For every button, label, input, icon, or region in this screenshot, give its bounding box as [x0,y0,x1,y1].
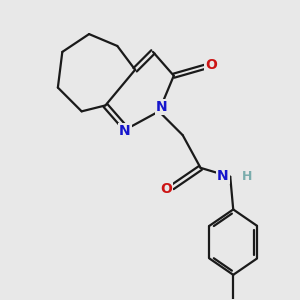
Text: N: N [156,100,168,114]
Text: H: H [242,170,252,183]
Text: O: O [206,58,218,72]
Text: N: N [217,169,229,183]
Text: O: O [160,182,172,196]
Text: N: N [119,124,130,138]
